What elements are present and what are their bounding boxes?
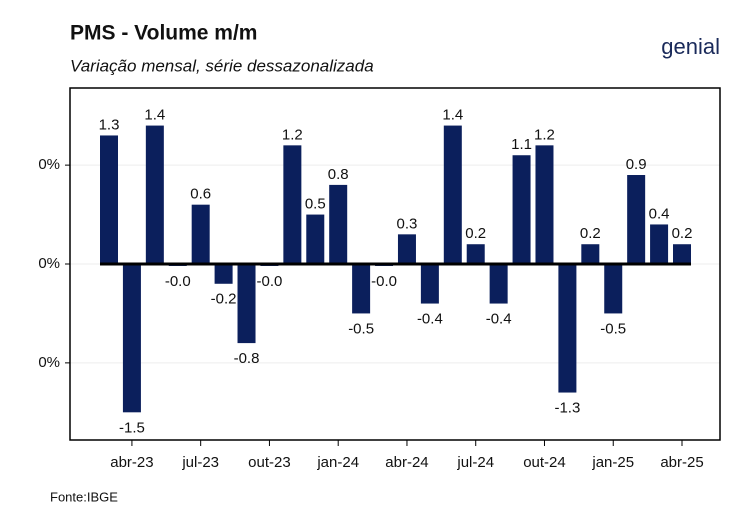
y-tick-label: 0% <box>38 156 60 173</box>
x-tick-label: out-23 <box>248 454 291 471</box>
value-label: -0.0 <box>257 273 283 290</box>
x-tick-label: jul-24 <box>456 454 494 471</box>
value-label: -0.5 <box>600 320 626 337</box>
x-tick-label: abr-23 <box>110 454 153 471</box>
value-label: 0.4 <box>649 205 670 222</box>
bar <box>237 264 256 344</box>
chart-subtitle: Variação mensal, série dessazonalizada <box>70 56 374 75</box>
value-label: 1.2 <box>282 126 303 143</box>
x-tick-label: out-24 <box>523 454 566 471</box>
chart-title: PMS - Volume m/m <box>70 22 257 45</box>
value-label: 0.2 <box>465 225 486 242</box>
bar <box>558 264 577 393</box>
value-label: 0.8 <box>328 166 349 183</box>
value-label: -0.0 <box>371 273 397 290</box>
source: Fonte:IBGE <box>50 489 118 504</box>
value-label: -1.3 <box>554 400 580 417</box>
logo: genial <box>661 34 720 59</box>
bar <box>535 145 554 264</box>
bar <box>443 125 462 265</box>
value-label: -0.4 <box>417 311 443 328</box>
bar <box>283 145 302 264</box>
value-label: 1.4 <box>144 107 165 124</box>
value-label: -0.4 <box>486 311 512 328</box>
value-label: -0.0 <box>165 273 191 290</box>
value-label: 0.9 <box>626 156 647 173</box>
bar <box>145 125 164 265</box>
value-label: 1.1 <box>511 136 532 153</box>
bar <box>466 244 485 264</box>
bar <box>329 184 348 264</box>
x-tick-label: abr-24 <box>385 454 428 471</box>
y-tick-label: 0% <box>38 255 60 272</box>
value-label: 1.4 <box>442 107 463 124</box>
bar <box>397 234 416 264</box>
bar <box>306 214 325 264</box>
value-label: -0.5 <box>348 320 374 337</box>
value-label: 0.5 <box>305 196 326 213</box>
value-label: 0.2 <box>580 225 601 242</box>
bar <box>650 224 669 264</box>
bar <box>214 264 233 284</box>
value-label: 1.2 <box>534 126 555 143</box>
x-tick-label: abr-25 <box>660 454 703 471</box>
value-label: -0.2 <box>211 291 237 308</box>
bar <box>100 135 118 264</box>
value-label: 1.3 <box>99 116 120 133</box>
bar <box>122 264 141 413</box>
bar <box>352 264 371 314</box>
value-label: 0.2 <box>672 225 693 242</box>
value-label: -0.8 <box>234 350 260 367</box>
bar <box>512 155 531 264</box>
value-label: 0.6 <box>190 186 211 203</box>
y-tick-label: 0% <box>38 354 60 371</box>
bar <box>191 204 210 264</box>
bar <box>627 175 646 264</box>
value-label: 0.3 <box>397 215 418 232</box>
bar <box>581 244 600 264</box>
bar <box>489 264 508 304</box>
value-label: -1.5 <box>119 419 145 436</box>
plot-frame <box>69 87 721 441</box>
bar <box>420 264 439 304</box>
bar <box>673 244 691 264</box>
x-tick-label: jan-25 <box>591 454 634 471</box>
x-tick-label: jan-24 <box>316 454 359 471</box>
x-tick-label: jul-23 <box>181 454 219 471</box>
bar <box>604 264 623 314</box>
